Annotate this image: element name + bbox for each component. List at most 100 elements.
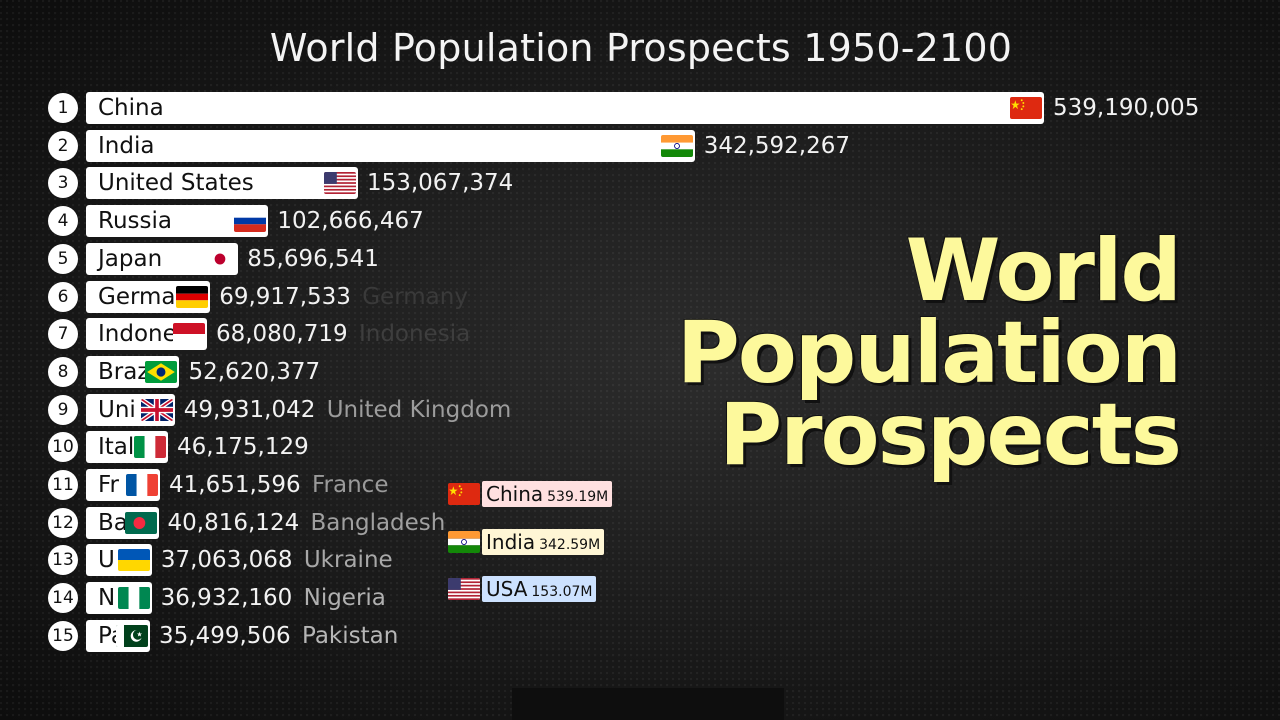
bar-row: 3 United States 153,067,374 bbox=[0, 165, 1230, 201]
country-name-label: Indonesia bbox=[358, 321, 471, 348]
headline-line-3: Prospects bbox=[719, 385, 1182, 485]
rank-badge: 10 bbox=[48, 432, 78, 463]
bar-row: 4 Russia 102,666,467 bbox=[0, 203, 1230, 239]
value-label: 37,063,068 bbox=[160, 547, 293, 574]
top3-name: USA bbox=[486, 577, 528, 601]
china-flag-icon bbox=[448, 483, 480, 505]
value-label: 539,190,005 bbox=[1053, 95, 1200, 121]
bar: Pa bbox=[86, 619, 150, 652]
bar-row: 12 Ba 40,816,124 Bangladesh bbox=[0, 505, 1230, 541]
country-name-label: Nigeria bbox=[303, 585, 386, 612]
top3-value: 342.59M bbox=[539, 537, 601, 553]
bar-label: U bbox=[98, 547, 115, 574]
japan-flag-icon bbox=[204, 247, 237, 270]
rank-badge: 1 bbox=[48, 93, 78, 123]
bar-row: 7 Indone 68,080,719 Indonesia bbox=[0, 316, 1230, 352]
value-label: 35,499,506 bbox=[159, 622, 291, 649]
bottom-strip bbox=[512, 688, 784, 720]
bar-row: 15 Pa 35,499,506 Pakistan bbox=[0, 618, 1230, 654]
bar-label: United States bbox=[98, 170, 254, 197]
value-label: 85,696,541 bbox=[247, 245, 379, 272]
bar-row: 13 U 37,063,068 Ukraine bbox=[0, 542, 1230, 578]
rank-badge: 2 bbox=[48, 130, 78, 161]
top3-name: India bbox=[486, 530, 536, 554]
top3-value: 539.19M bbox=[547, 489, 609, 505]
bar-row: 6 Germa 69,917,533 Germany bbox=[0, 279, 1230, 315]
bar-row: 9 Uni 49,931,042 United Kingdom bbox=[0, 392, 1230, 428]
bar-row: 14 N 36,932,160 Nigeria bbox=[0, 580, 1230, 616]
bar: Uni bbox=[86, 393, 175, 426]
bar-label: Uni bbox=[98, 396, 136, 423]
ukraine-flag-icon bbox=[117, 549, 150, 572]
bar-label: Indone bbox=[98, 321, 177, 348]
value-label: 153,067,374 bbox=[366, 170, 514, 197]
rank-badge: 8 bbox=[48, 356, 78, 387]
bar: India bbox=[86, 129, 695, 162]
bar-label: N bbox=[98, 585, 116, 612]
bar-label: Braz bbox=[98, 358, 150, 385]
country-name-label: Pakistan bbox=[302, 622, 399, 649]
bar-label: Ital bbox=[98, 434, 135, 461]
top3-chip: India 342.59M bbox=[482, 529, 605, 555]
value-label: 36,932,160 bbox=[160, 585, 293, 612]
bar-row: 2 India 342,592,267 bbox=[0, 128, 1230, 164]
bar-row: 11 Fr 41,651,596 France bbox=[0, 467, 1230, 503]
bar-label: Japan bbox=[98, 245, 163, 272]
china-flag-icon bbox=[1010, 97, 1042, 119]
value-label: 68,080,719 bbox=[215, 321, 348, 348]
rank-badge: 3 bbox=[48, 168, 78, 199]
rank-badge: 4 bbox=[48, 206, 78, 237]
value-label: 69,917,533 bbox=[219, 283, 351, 310]
country-name-label: Ukraine bbox=[303, 547, 393, 574]
bar-label: Fr bbox=[98, 472, 120, 498]
top3-chip: USA 153.07M bbox=[482, 576, 597, 602]
headline-line-2: Population bbox=[676, 303, 1182, 403]
value-label: 49,931,042 bbox=[183, 396, 316, 423]
rank-badge: 14 bbox=[48, 583, 78, 614]
value-label: 41,651,596 bbox=[169, 472, 301, 498]
country-name-label: United Kingdom bbox=[326, 396, 512, 423]
value-label: 52,620,377 bbox=[188, 358, 321, 385]
indonesia-flag-icon bbox=[172, 323, 205, 346]
bar-label: Germa bbox=[98, 283, 176, 310]
india-flag-icon bbox=[448, 531, 480, 553]
rank-badge: 7 bbox=[48, 319, 78, 350]
country-name-label: Bangladesh bbox=[310, 509, 446, 536]
bar-label: Russia bbox=[98, 208, 172, 235]
russia-flag-icon bbox=[234, 210, 267, 233]
rank-badge: 12 bbox=[48, 507, 78, 538]
bar: United States bbox=[86, 167, 358, 200]
value-label: 342,592,267 bbox=[703, 132, 851, 159]
value-label: 102,666,467 bbox=[277, 208, 424, 235]
bar-label: India bbox=[98, 132, 155, 159]
rank-badge: 9 bbox=[48, 394, 78, 425]
bar: Indone bbox=[86, 318, 207, 351]
bar-row: 8 Braz 52,620,377 bbox=[0, 354, 1230, 390]
chart-title: World Population Prospects 1950-2100 bbox=[269, 26, 1013, 70]
pakistan-flag-icon bbox=[116, 624, 148, 647]
bar: U bbox=[86, 544, 152, 577]
top3-value: 153.07M bbox=[531, 584, 593, 600]
bar: Braz bbox=[86, 355, 180, 388]
rank-badge: 13 bbox=[48, 545, 78, 576]
rank-badge: 11 bbox=[48, 470, 78, 500]
rank-badge: 6 bbox=[48, 281, 78, 312]
bar-row: 5 Japan 85,696,541 bbox=[0, 241, 1230, 277]
country-name-label: France bbox=[312, 472, 389, 498]
usa-flag-icon bbox=[448, 578, 480, 600]
bar-row: 10 Ital 46,175,129 bbox=[0, 429, 1230, 465]
nigeria-flag-icon bbox=[117, 587, 150, 610]
usa-flag-icon bbox=[323, 172, 356, 195]
rank-badge: 5 bbox=[48, 243, 78, 274]
india-flag-icon bbox=[660, 134, 693, 157]
bar-label: China bbox=[98, 95, 164, 121]
bar: Russia bbox=[86, 205, 269, 238]
rank-badge: 15 bbox=[48, 620, 78, 651]
top3-chip: China 539.19M bbox=[482, 481, 613, 507]
headline-line-1: World bbox=[905, 221, 1182, 321]
italy-flag-icon bbox=[134, 436, 167, 459]
bangladesh-flag-icon bbox=[124, 511, 157, 534]
bar-row: 1 China 539,190,005 bbox=[0, 90, 1230, 126]
brazil-flag-icon bbox=[145, 360, 178, 383]
france-flag-icon bbox=[126, 474, 158, 496]
